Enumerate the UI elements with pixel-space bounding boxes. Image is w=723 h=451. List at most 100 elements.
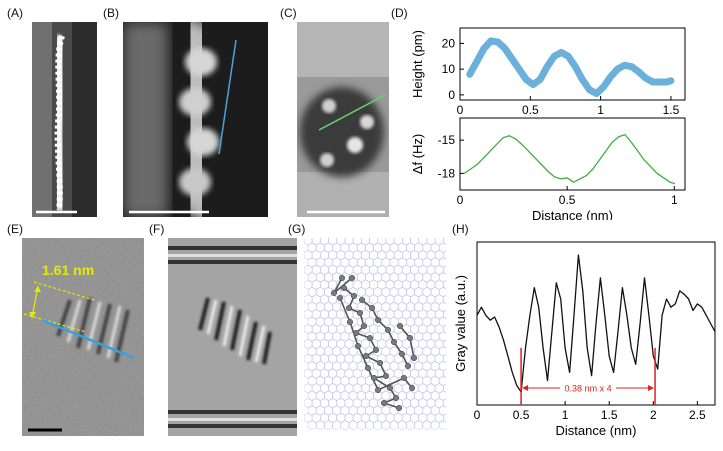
lattice-hexagon (406, 390, 415, 401)
atom (374, 386, 382, 394)
x-tick-label: 0 (457, 193, 464, 207)
lattice-hexagon (316, 272, 325, 283)
lattice-hexagon (344, 383, 354, 394)
lattice-hexagon (324, 346, 333, 357)
lattice-hexagon (426, 265, 436, 275)
atom (384, 326, 392, 334)
lattice-hexagon (377, 238, 387, 246)
lattice-hexagon (324, 420, 333, 430)
y-axis-label: Height (pm) (410, 30, 425, 98)
lattice-hexagon (418, 413, 428, 423)
lattice-hexagon (316, 316, 325, 327)
lattice-hexagon (332, 390, 341, 401)
lattice-hexagon (373, 272, 382, 283)
lattice-hexagon (320, 265, 329, 275)
lattice-hexagon (348, 390, 358, 401)
lattice-hexagon (357, 361, 366, 371)
lattice-hexagon (381, 346, 391, 357)
lattice-hexagon (402, 309, 411, 320)
atom (368, 304, 376, 312)
lattice-hexagon (381, 331, 391, 342)
lattice-hexagon (320, 353, 329, 364)
lattice-hexagon (389, 302, 399, 312)
lattice-hexagon (414, 376, 423, 386)
lattice-hexagon (389, 272, 399, 283)
lattice-hexagon (406, 287, 415, 297)
molecular-model-g (304, 238, 446, 430)
lattice-hexagon (344, 398, 354, 408)
lattice-hexagon (414, 316, 423, 327)
lattice-hexagon (328, 413, 337, 423)
lattice-hexagon (316, 405, 325, 416)
lattice-hexagon (426, 383, 436, 394)
lattice-hexagon (402, 413, 411, 423)
lattice-hexagon (332, 420, 341, 430)
lattice-hexagon (426, 398, 436, 408)
lattice-hexagon (369, 413, 378, 423)
atom (356, 309, 364, 317)
lattice-hexagon (402, 353, 411, 364)
lattice-hexagon (311, 324, 321, 334)
lattice-hexagon (389, 420, 399, 430)
lattice-hexagon (348, 376, 358, 386)
lattice-hexagon (430, 316, 440, 327)
lattice-hexagon (336, 353, 345, 364)
lattice-hexagon (406, 405, 415, 416)
lattice-hexagon (357, 331, 366, 342)
lattice-hexagon (414, 257, 423, 268)
lattice-hexagon (328, 309, 337, 320)
lattice-hexagon (307, 346, 317, 357)
lattice-hexagon (348, 405, 358, 416)
lattice-hexagon (316, 361, 325, 371)
lattice-hexagon (361, 250, 370, 260)
lattice-hexagon (410, 265, 419, 275)
y-tick-label: 0 (448, 88, 455, 102)
lattice-hexagon (328, 398, 337, 408)
lattice-hexagon (410, 339, 419, 349)
atom (362, 352, 370, 360)
lattice-hexagon (406, 257, 415, 268)
lattice-hexagon (443, 310, 446, 319)
x-tick-label: 0.5 (513, 408, 530, 422)
lattice-hexagon (422, 272, 432, 283)
lattice-hexagon (324, 242, 333, 253)
lattice-hexagon (426, 368, 436, 379)
lattice-hexagon (377, 294, 387, 305)
lattice-hexagon (439, 420, 446, 430)
lattice-hexagon (410, 238, 419, 246)
atom (392, 394, 400, 402)
lattice-hexagon (324, 405, 333, 416)
lattice-hexagon (402, 279, 411, 290)
lattice-hexagon (353, 353, 362, 364)
lattice-hexagon (422, 346, 432, 357)
x-tick-label: 2 (650, 408, 657, 422)
atom (372, 346, 380, 354)
lattice-hexagon (304, 294, 313, 305)
lattice-hexagon (332, 331, 341, 342)
lattice-hexagon (430, 257, 440, 268)
panel-label-a: (A) (7, 6, 23, 20)
x-tick-label: 0.5 (522, 103, 539, 117)
lattice-hexagon (373, 331, 382, 342)
lattice-hexagon (361, 398, 370, 408)
lattice-hexagon (393, 238, 403, 246)
lattice-hexagon (336, 265, 345, 275)
lattice-hexagon (304, 413, 313, 423)
lattice-hexagon (418, 265, 428, 275)
lattice-hexagon (328, 368, 337, 379)
lattice-hexagon (316, 242, 325, 253)
lattice-hexagon (418, 353, 428, 364)
lattice-hexagon (316, 287, 325, 297)
lattice-hexagon (353, 279, 362, 290)
lattice-hexagon (410, 368, 419, 379)
arrow-head-right (648, 385, 655, 391)
lattice-hexagon (336, 398, 345, 408)
lattice-hexagon (377, 413, 387, 423)
lattice-hexagon (385, 353, 395, 364)
lattice-hexagon (340, 420, 350, 430)
lattice-hexagon (381, 272, 391, 283)
lattice-hexagon (414, 361, 423, 371)
lattice-hexagon (426, 413, 436, 423)
lattice-hexagon (398, 272, 407, 283)
panel-label-e: (E) (7, 222, 23, 236)
